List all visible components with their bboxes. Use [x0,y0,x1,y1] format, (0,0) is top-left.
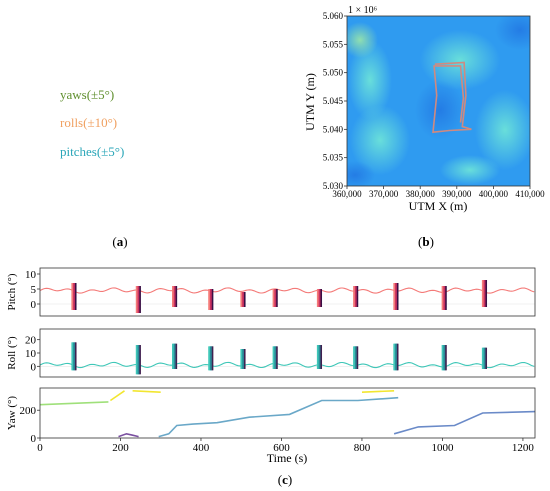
series-line [393,410,536,435]
subplot-pitch: 0 5 10 Pitch (°) [6,267,536,317]
map-y-tick-label: 5.035 [323,153,344,163]
y-tick-label: 200 [20,405,37,417]
time-axis-label: Time (s) [267,451,308,465]
y-axis-label: Roll (°) [6,336,18,370]
series-line [132,390,161,393]
legend-a: yaws(±5°) rolls(±10°) pitches(±5°) [60,87,124,159]
x-tick-label: 800 [354,442,371,454]
x-tick-label: 1000 [431,442,454,454]
series-line [39,287,535,294]
map-y-tick-label: 5.060 [323,11,344,21]
panel-label-b: (b) [418,234,434,249]
y-tick-label: 0 [31,361,37,373]
map-y-tick-label: 5.030 [323,181,344,191]
map-terrain [347,16,530,186]
map-x-tick-label: 390,000 [442,189,472,199]
panel-label-c: (c) [278,472,292,487]
series-line [158,396,399,438]
y-tick-label: 0 [31,299,37,311]
series-line [361,390,395,393]
map-x-axis-label: UTM X (m) [409,199,468,213]
series-line [39,361,535,369]
track-path [432,61,472,134]
y-tick-label: 10 [25,348,37,360]
y-tick-label: 20 [25,335,37,347]
map-x-tick-label: 410,000 [515,189,545,199]
map-x-tick-label: 380,000 [406,189,436,199]
legend-item-yaws: yaws(±5°) [60,87,114,102]
y-axis-label: Yaw (°) [6,396,18,430]
series-line [109,390,125,402]
series-line [118,432,139,438]
map-x-ticks: 360,000 370,000 380,000 390,000 400,000 410,0… [332,186,545,199]
panel-label-a: (a) [112,234,127,249]
map-y-tick-label: 5.055 [323,39,344,49]
map-y-tick-label: 5.040 [323,124,344,134]
x-tick-label: 400 [193,442,210,454]
legend-item-rolls: rolls(±10°) [60,115,117,130]
subplot-frame [39,387,536,439]
utm-map: 360,000 370,000 380,000 390,000 400,000 410,0… [303,5,545,213]
map-x-tick-label: 400,000 [479,189,509,199]
y-tick-label: 10 [25,269,37,281]
series-line [39,401,109,406]
x-tick-label: 1200 [512,442,535,454]
y-scale-label: 1 × 10⁶ [348,5,378,16]
map-y-tick-label: 5.045 [323,96,344,106]
subplot-frame [39,328,536,378]
map-x-tick-label: 370,000 [369,189,399,199]
y-tick-label: 0 [31,433,37,445]
x-tick-label: 0 [37,442,43,454]
map-y-ticks: 5.030 5.035 5.040 5.045 5.050 5.055 5.060 [323,11,347,191]
map-x-tick-label: 360,000 [332,189,362,199]
y-tick-label: 5 [31,284,37,296]
map-y-axis-label: UTM Y (m) [303,73,317,131]
legend-item-pitches: pitches(±5°) [60,144,124,159]
x-tick-label: 600 [273,442,290,454]
x-tick-label: 200 [112,442,129,454]
map-y-tick-label: 5.050 [323,68,344,78]
subplot-frame [39,267,536,317]
y-axis-label: Pitch (°) [6,273,18,310]
